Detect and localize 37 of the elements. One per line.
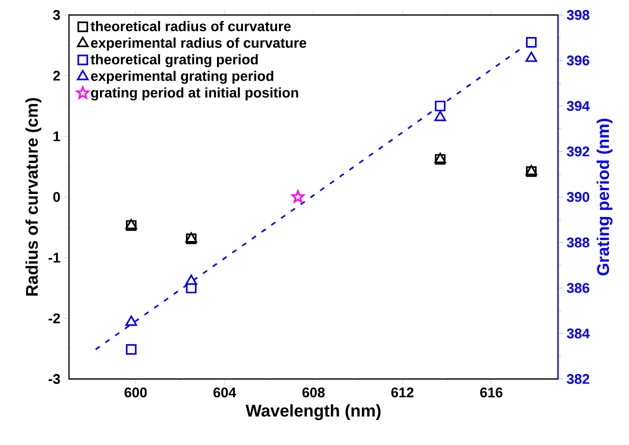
x-tick-label: 600 <box>124 388 147 398</box>
legend-label: experimental grating period <box>91 70 274 84</box>
x-tick-label: 612 <box>391 388 414 398</box>
y2-tick-label: 392 <box>566 146 590 156</box>
point <box>434 100 446 112</box>
x-axis-title: Wavelength (nm) <box>246 404 381 420</box>
y-tick-label: 3 <box>53 10 60 20</box>
y2-tick-label: 390 <box>566 192 590 202</box>
y2-tick-label: 398 <box>566 10 590 20</box>
y-tick-label: -3 <box>48 374 60 384</box>
y-tick-label: -2 <box>48 313 60 324</box>
y-axis-title: Radius of curvature (cm) <box>25 98 42 296</box>
x-tick-label: 616 <box>480 388 502 398</box>
point <box>126 344 137 355</box>
x-tick-label: 608 <box>302 388 325 398</box>
legend-label: experimental radius of curvature <box>91 38 306 51</box>
point <box>434 110 446 122</box>
y2-tick-label: 388 <box>566 238 590 248</box>
point <box>291 190 304 203</box>
y-tick-label: 2 <box>53 70 60 81</box>
y2-tick-label: 382 <box>566 374 590 384</box>
legend-label: theoretical radius of curvature <box>90 21 291 32</box>
y-tick-label: 0 <box>53 192 60 202</box>
legend-label: grating period at initial position <box>91 87 298 100</box>
y2-tick-label: 396 <box>566 56 590 66</box>
y2-tick-label: 386 <box>566 283 590 293</box>
y2-tick-label: 394 <box>566 101 590 111</box>
point <box>526 36 537 48</box>
y-tick-label: 1 <box>54 132 60 142</box>
y2-axis-title: Grating period (nm) <box>596 118 613 276</box>
x-tick-label: 604 <box>213 388 236 398</box>
y-tick-label: -1 <box>48 252 60 262</box>
y2-tick-label: 384 <box>566 328 590 338</box>
point <box>526 52 538 62</box>
legend-label: theoretical grating period <box>90 54 258 68</box>
point <box>185 274 198 285</box>
point <box>125 316 138 326</box>
